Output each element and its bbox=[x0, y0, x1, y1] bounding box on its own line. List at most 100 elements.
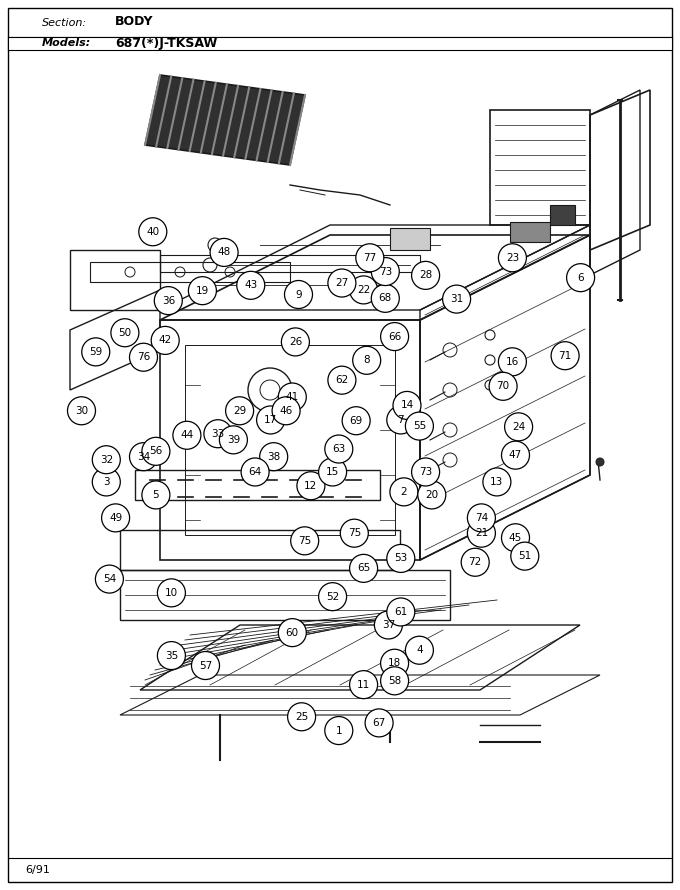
Circle shape bbox=[260, 442, 288, 471]
Circle shape bbox=[371, 257, 399, 286]
Circle shape bbox=[365, 709, 393, 737]
Circle shape bbox=[390, 478, 418, 506]
Text: 44: 44 bbox=[180, 430, 194, 441]
Text: Section:: Section: bbox=[42, 18, 87, 28]
Text: 59: 59 bbox=[89, 347, 103, 357]
Text: 5: 5 bbox=[152, 490, 159, 500]
Circle shape bbox=[387, 598, 415, 626]
Text: 62: 62 bbox=[335, 376, 349, 385]
Circle shape bbox=[204, 420, 232, 448]
Text: 42: 42 bbox=[158, 336, 172, 345]
Text: 6: 6 bbox=[577, 272, 584, 283]
Text: 6/91: 6/91 bbox=[25, 865, 50, 875]
Text: 64: 64 bbox=[248, 467, 262, 477]
Circle shape bbox=[356, 244, 384, 271]
Circle shape bbox=[505, 413, 532, 441]
Text: 35: 35 bbox=[165, 651, 178, 660]
Circle shape bbox=[467, 504, 496, 532]
Circle shape bbox=[192, 651, 220, 680]
Circle shape bbox=[328, 269, 356, 297]
Circle shape bbox=[596, 458, 604, 466]
Circle shape bbox=[92, 446, 120, 473]
Circle shape bbox=[551, 342, 579, 369]
Circle shape bbox=[405, 412, 433, 440]
Text: 3: 3 bbox=[103, 477, 109, 487]
Circle shape bbox=[173, 421, 201, 449]
Text: 14: 14 bbox=[401, 400, 413, 410]
Text: 24: 24 bbox=[512, 422, 525, 432]
Text: 17: 17 bbox=[264, 415, 277, 425]
Circle shape bbox=[353, 346, 381, 375]
Text: 60: 60 bbox=[286, 627, 299, 637]
Text: 9: 9 bbox=[295, 289, 302, 300]
Text: 72: 72 bbox=[469, 557, 482, 567]
Circle shape bbox=[325, 435, 353, 463]
Circle shape bbox=[325, 716, 353, 745]
Circle shape bbox=[393, 392, 421, 419]
Text: 26: 26 bbox=[289, 337, 302, 347]
Text: 18: 18 bbox=[388, 659, 401, 668]
Text: 4: 4 bbox=[416, 645, 423, 655]
Text: 61: 61 bbox=[394, 607, 407, 617]
Circle shape bbox=[498, 348, 526, 376]
Text: 75: 75 bbox=[347, 528, 361, 538]
Circle shape bbox=[340, 519, 369, 547]
Circle shape bbox=[405, 636, 433, 664]
Circle shape bbox=[489, 372, 517, 400]
Text: 40: 40 bbox=[146, 227, 159, 237]
Circle shape bbox=[498, 244, 526, 271]
Text: 52: 52 bbox=[326, 592, 339, 602]
Text: 55: 55 bbox=[413, 421, 426, 431]
Text: 65: 65 bbox=[357, 563, 370, 573]
Text: 2: 2 bbox=[401, 487, 407, 497]
Text: 31: 31 bbox=[450, 294, 463, 304]
Text: 69: 69 bbox=[350, 416, 363, 425]
Circle shape bbox=[82, 338, 109, 366]
Circle shape bbox=[291, 527, 319, 554]
Circle shape bbox=[272, 397, 300, 425]
Circle shape bbox=[411, 262, 439, 289]
Text: 43: 43 bbox=[244, 280, 258, 290]
Circle shape bbox=[483, 468, 511, 496]
Circle shape bbox=[566, 263, 594, 292]
Circle shape bbox=[297, 472, 325, 500]
Text: 29: 29 bbox=[233, 406, 246, 416]
Circle shape bbox=[375, 611, 403, 639]
Text: 47: 47 bbox=[509, 450, 522, 460]
Circle shape bbox=[188, 277, 216, 304]
Text: 37: 37 bbox=[381, 620, 395, 630]
Circle shape bbox=[129, 344, 158, 371]
Circle shape bbox=[284, 280, 313, 309]
Circle shape bbox=[381, 667, 409, 695]
Circle shape bbox=[319, 583, 347, 611]
Circle shape bbox=[387, 545, 415, 572]
Circle shape bbox=[226, 397, 254, 425]
Text: 34: 34 bbox=[137, 452, 150, 462]
Circle shape bbox=[502, 441, 530, 469]
Circle shape bbox=[157, 642, 186, 669]
Text: 49: 49 bbox=[109, 513, 122, 523]
Text: 21: 21 bbox=[475, 528, 488, 538]
Bar bbox=[550, 205, 575, 225]
Text: 56: 56 bbox=[150, 446, 163, 457]
Text: 30: 30 bbox=[75, 406, 88, 416]
Text: 12: 12 bbox=[304, 481, 318, 490]
Text: BODY: BODY bbox=[115, 15, 154, 28]
Circle shape bbox=[467, 519, 496, 547]
Circle shape bbox=[350, 276, 377, 303]
Circle shape bbox=[210, 239, 238, 266]
Text: 28: 28 bbox=[419, 271, 432, 280]
Circle shape bbox=[237, 271, 265, 299]
Text: 74: 74 bbox=[475, 513, 488, 523]
Text: 46: 46 bbox=[279, 406, 292, 416]
Bar bbox=[510, 222, 550, 242]
Circle shape bbox=[511, 542, 539, 570]
Text: 41: 41 bbox=[286, 392, 299, 402]
Circle shape bbox=[342, 407, 370, 434]
Circle shape bbox=[502, 524, 530, 552]
Circle shape bbox=[256, 406, 285, 434]
Circle shape bbox=[129, 442, 158, 471]
Text: 36: 36 bbox=[162, 295, 175, 305]
Text: 45: 45 bbox=[509, 533, 522, 543]
Circle shape bbox=[157, 578, 186, 607]
